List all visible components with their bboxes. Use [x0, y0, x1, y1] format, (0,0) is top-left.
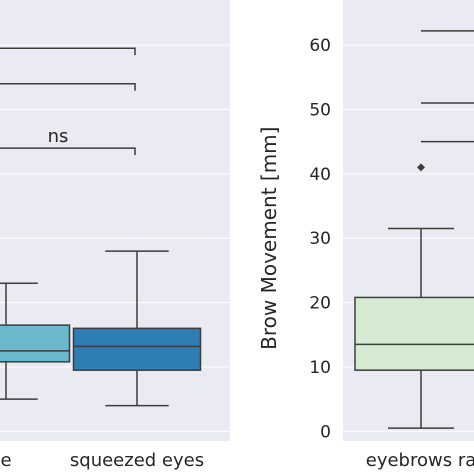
significance-bracket [0, 47, 136, 56]
right-significance-brackets [421, 30, 474, 143]
y-tick-label: 0 [320, 422, 331, 442]
significance-bracket [421, 30, 474, 32]
y-tick-label: 50 [309, 100, 331, 120]
box [72, 327, 202, 371]
y-tick-label: 60 [309, 36, 331, 56]
right-x-tick-labels: eyebrows ra [366, 450, 474, 471]
right-y-tick-labels: 0 10 20 30 40 50 60 [309, 36, 331, 442]
left-boxes [0, 250, 202, 407]
box [0, 324, 71, 363]
box [354, 296, 474, 371]
x-tick-label: squeezed eyes [70, 450, 204, 471]
x-tick-label: eyebrows ra [366, 450, 474, 471]
right-plot-background [343, 0, 474, 441]
left-x-tick-labels: e squeezed eyes [0, 450, 204, 471]
significance-bracket [0, 82, 136, 91]
left-chart-panel: ns e squeezed eyes [0, 0, 230, 471]
right-chart-panel: 0 10 20 30 40 50 60 Brow Movement [mm] eyebrow… [257, 0, 474, 471]
left-significance-brackets: ns [0, 47, 136, 156]
outlier-point [417, 163, 425, 172]
left-plot-background [0, 0, 230, 441]
y-tick-label: 40 [309, 165, 331, 185]
y-tick-label: 20 [309, 294, 331, 314]
right-boxes [354, 163, 474, 429]
left-gridlines [0, 44, 230, 432]
significance-label: ns [48, 126, 69, 147]
y-tick-label: 10 [309, 358, 331, 378]
significance-bracket [421, 102, 474, 104]
significance-bracket [0, 147, 136, 156]
x-tick-label: e [0, 450, 11, 471]
significance-bracket [421, 140, 474, 143]
y-tick-label: 30 [309, 229, 331, 249]
right-y-axis-label: Brow Movement [mm] [257, 127, 281, 350]
